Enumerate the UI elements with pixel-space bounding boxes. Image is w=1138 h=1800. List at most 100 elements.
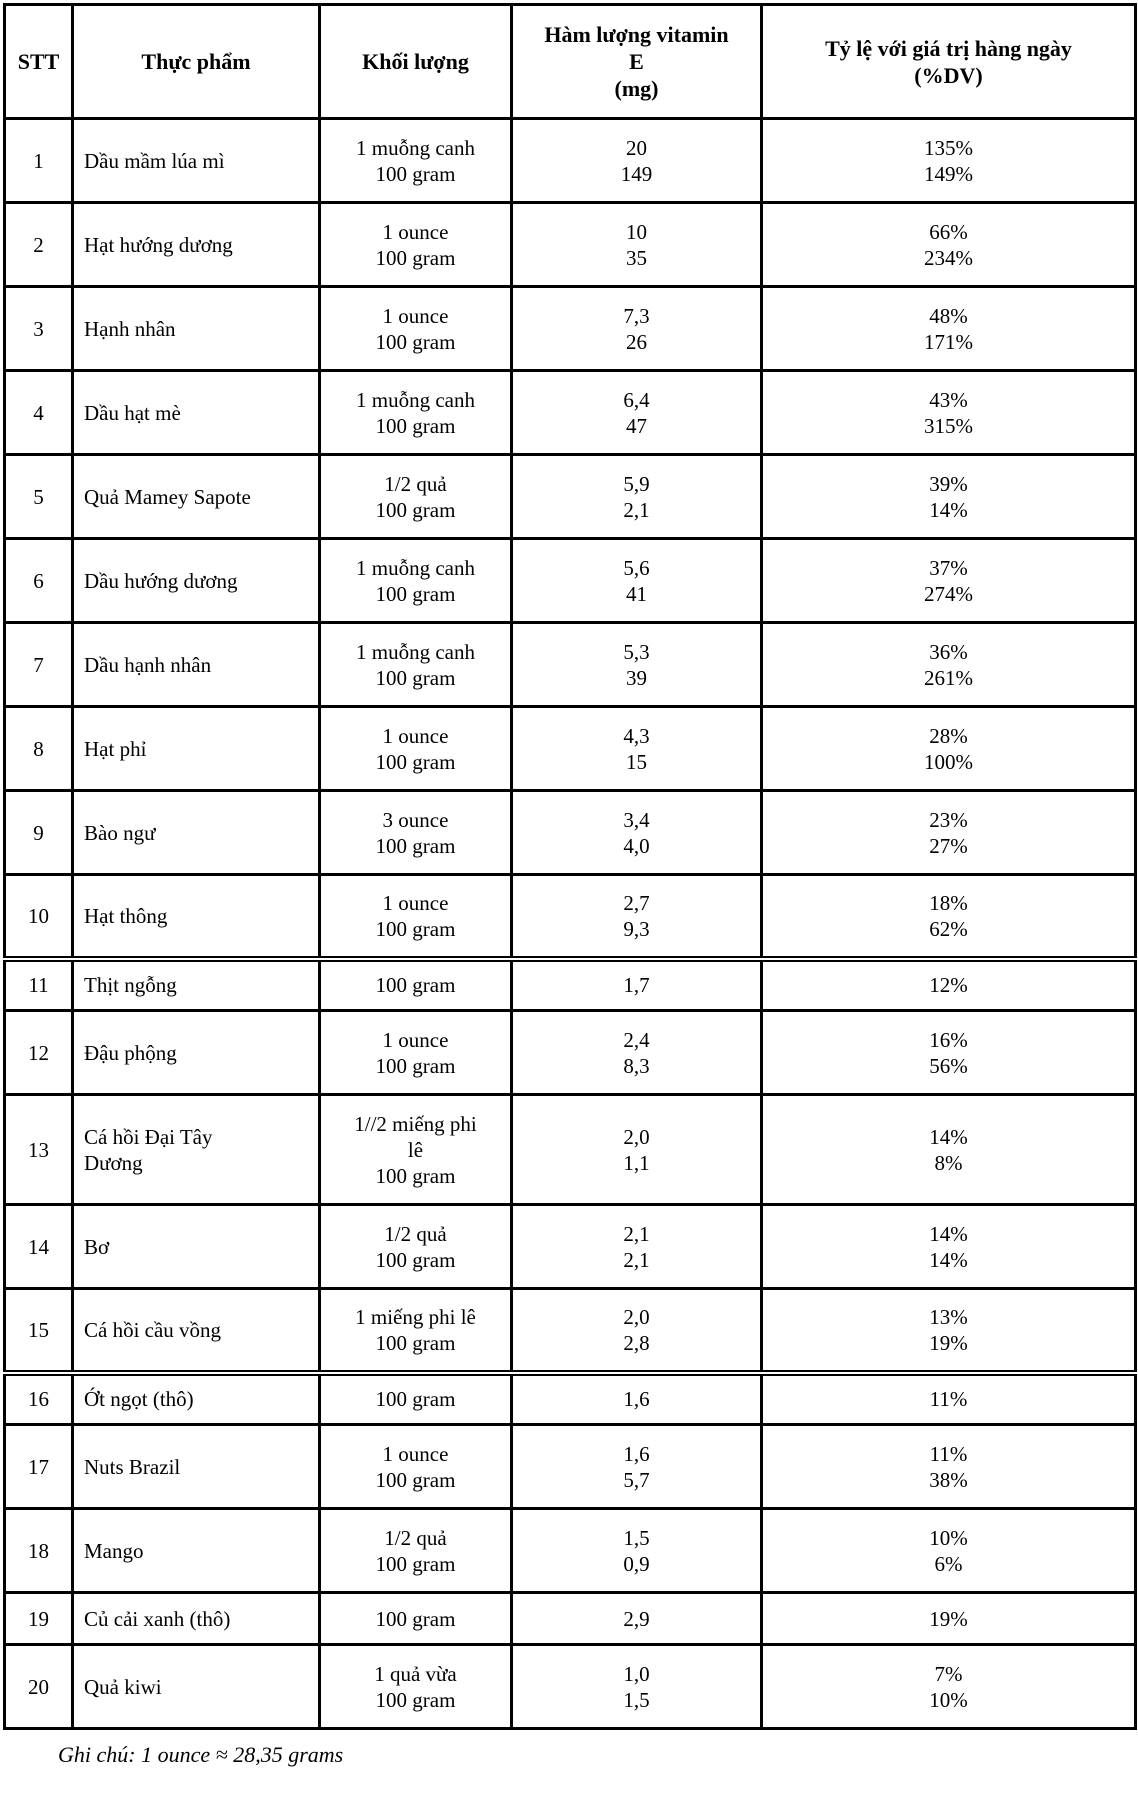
cell-stt: 16 — [3, 1369, 74, 1426]
cell-stt: 11 — [3, 955, 74, 1012]
cell-amount: 1 quả vừa 100 gram — [318, 1643, 513, 1730]
cell-food: Nuts Brazil — [71, 1423, 321, 1510]
cell-stt: 8 — [3, 705, 74, 792]
cell-food: Cá hồi Đại Tây Dương — [71, 1093, 321, 1206]
cell-stt: 3 — [3, 285, 74, 372]
cell-vitamin: 2,4 8,3 — [510, 1009, 763, 1096]
cell-vitamin: 1,6 5,7 — [510, 1423, 763, 1510]
cell-vitamin: 5,3 39 — [510, 621, 763, 708]
cell-amount: 1 ounce 100 gram — [318, 285, 513, 372]
cell-amount: 1 muỗng canh 100 gram — [318, 369, 513, 456]
cell-food: Bơ — [71, 1203, 321, 1290]
cell-food: Đậu phộng — [71, 1009, 321, 1096]
cell-vitamin: 2,1 2,1 — [510, 1203, 763, 1290]
cell-vitamin: 2,9 — [510, 1591, 763, 1646]
cell-amount: 1//2 miếng phi lê 100 gram — [318, 1093, 513, 1206]
cell-dv: 36% 261% — [760, 621, 1137, 708]
cell-stt: 17 — [3, 1423, 74, 1510]
cell-amount: 100 gram — [318, 1369, 513, 1426]
cell-stt: 18 — [3, 1507, 74, 1594]
cell-stt: 2 — [3, 201, 74, 288]
header-food: Thực phẩm — [71, 3, 321, 120]
table-row: 8 Hạt phỉ 1 ounce 100 gram 4,3 15 28% 100% — [3, 705, 1137, 792]
cell-amount: 1/2 quả 100 gram — [318, 1507, 513, 1594]
cell-dv: 11% 38% — [760, 1423, 1137, 1510]
cell-amount: 100 gram — [318, 1591, 513, 1646]
header-amount: Khối lượng — [318, 3, 513, 120]
table-row: 11 Thịt ngỗng 100 gram 1,7 12% — [3, 955, 1137, 1012]
cell-food: Hạt phỉ — [71, 705, 321, 792]
cell-vitamin: 6,4 47 — [510, 369, 763, 456]
cell-food: Bào ngư — [71, 789, 321, 876]
cell-amount: 1 muỗng canh 100 gram — [318, 621, 513, 708]
cell-dv: 23% 27% — [760, 789, 1137, 876]
cell-dv: 11% — [760, 1369, 1137, 1426]
cell-vitamin: 2,0 1,1 — [510, 1093, 763, 1206]
header-dv: Tỷ lệ với giá trị hàng ngày (%DV) — [760, 3, 1137, 120]
cell-stt: 4 — [3, 369, 74, 456]
table-row: 16 Ớt ngọt (thô) 100 gram 1,6 11% — [3, 1369, 1137, 1426]
table-row: 18 Mango 1/2 quả 100 gram 1,5 0,9 10% 6% — [3, 1507, 1137, 1594]
cell-dv: 16% 56% — [760, 1009, 1137, 1096]
cell-amount: 100 gram — [318, 955, 513, 1012]
table-row: 4 Dầu hạt mè 1 muỗng canh 100 gram 6,4 47 43… — [3, 369, 1137, 456]
table-row: 13 Cá hồi Đại Tây Dương 1//2 miếng phi lê … — [3, 1093, 1137, 1206]
cell-amount: 1 ounce 100 gram — [318, 873, 513, 960]
cell-vitamin: 10 35 — [510, 201, 763, 288]
cell-food: Dầu hạnh nhân — [71, 621, 321, 708]
cell-food: Hạnh nhân — [71, 285, 321, 372]
cell-food: Ớt ngọt (thô) — [71, 1369, 321, 1426]
vitamin-e-table: STT Thực phẩm Khối lượng Hàm lượng vitam… — [3, 3, 1137, 1730]
cell-food: Dầu hướng dương — [71, 537, 321, 624]
cell-dv: 37% 274% — [760, 537, 1137, 624]
table-row: 2 Hạt hướng dương 1 ounce 100 gram 10 35 66%… — [3, 201, 1137, 288]
cell-stt: 12 — [3, 1009, 74, 1096]
cell-vitamin: 3,4 4,0 — [510, 789, 763, 876]
cell-stt: 15 — [3, 1287, 74, 1374]
cell-vitamin: 2,0 2,8 — [510, 1287, 763, 1374]
cell-dv: 7% 10% — [760, 1643, 1137, 1730]
cell-stt: 7 — [3, 621, 74, 708]
cell-vitamin: 20 149 — [510, 117, 763, 204]
table-row: 17 Nuts Brazil 1 ounce 100 gram 1,6 5,7 11% … — [3, 1423, 1137, 1510]
cell-amount: 1 miếng phi lê 100 gram — [318, 1287, 513, 1374]
cell-amount: 1 ounce 100 gram — [318, 201, 513, 288]
cell-stt: 14 — [3, 1203, 74, 1290]
cell-stt: 9 — [3, 789, 74, 876]
cell-food: Dầu hạt mè — [71, 369, 321, 456]
header-vitamin: Hàm lượng vitamin E (mg) — [510, 3, 763, 120]
cell-food: Mango — [71, 1507, 321, 1594]
table-row: 19 Củ cải xanh (thô) 100 gram 2,9 19% — [3, 1591, 1137, 1646]
cell-food: Cá hồi cầu vồng — [71, 1287, 321, 1374]
cell-stt: 19 — [3, 1591, 74, 1646]
cell-stt: 1 — [3, 117, 74, 204]
cell-food: Hạt hướng dương — [71, 201, 321, 288]
cell-dv: 19% — [760, 1591, 1137, 1646]
table-row: 6 Dầu hướng dương 1 muỗng canh 100 gram 5,6… — [3, 537, 1137, 624]
cell-food: Quả kiwi — [71, 1643, 321, 1730]
table-row: 12 Đậu phộng 1 ounce 100 gram 2,4 8,3 16% 56… — [3, 1009, 1137, 1096]
cell-vitamin: 1,5 0,9 — [510, 1507, 763, 1594]
cell-dv: 28% 100% — [760, 705, 1137, 792]
cell-vitamin: 1,0 1,5 — [510, 1643, 763, 1730]
table-row: 7 Dầu hạnh nhân 1 muỗng canh 100 gram 5,3 3… — [3, 621, 1137, 708]
cell-dv: 10% 6% — [760, 1507, 1137, 1594]
table-body: 1 Dầu mầm lúa mì 1 muỗng canh 100 gram 20 1… — [3, 117, 1137, 1730]
table-row: 15 Cá hồi cầu vồng 1 miếng phi lê 100 gram… — [3, 1287, 1137, 1374]
cell-stt: 6 — [3, 537, 74, 624]
cell-amount: 1 muỗng canh 100 gram — [318, 117, 513, 204]
cell-dv: 48% 171% — [760, 285, 1137, 372]
cell-dv: 14% 8% — [760, 1093, 1137, 1206]
table-row: 10 Hạt thông 1 ounce 100 gram 2,7 9,3 18% 62… — [3, 873, 1137, 960]
header-row: STT Thực phẩm Khối lượng Hàm lượng vitam… — [3, 3, 1137, 120]
cell-food: Dầu mầm lúa mì — [71, 117, 321, 204]
cell-vitamin: 5,9 2,1 — [510, 453, 763, 540]
cell-dv: 14% 14% — [760, 1203, 1137, 1290]
cell-amount: 1 ounce 100 gram — [318, 1423, 513, 1510]
cell-stt: 5 — [3, 453, 74, 540]
cell-vitamin: 7,3 26 — [510, 285, 763, 372]
cell-food: Thịt ngỗng — [71, 955, 321, 1012]
table-row: 14 Bơ 1/2 quả 100 gram 2,1 2,1 14% 14% — [3, 1203, 1137, 1290]
cell-dv: 12% — [760, 955, 1137, 1012]
